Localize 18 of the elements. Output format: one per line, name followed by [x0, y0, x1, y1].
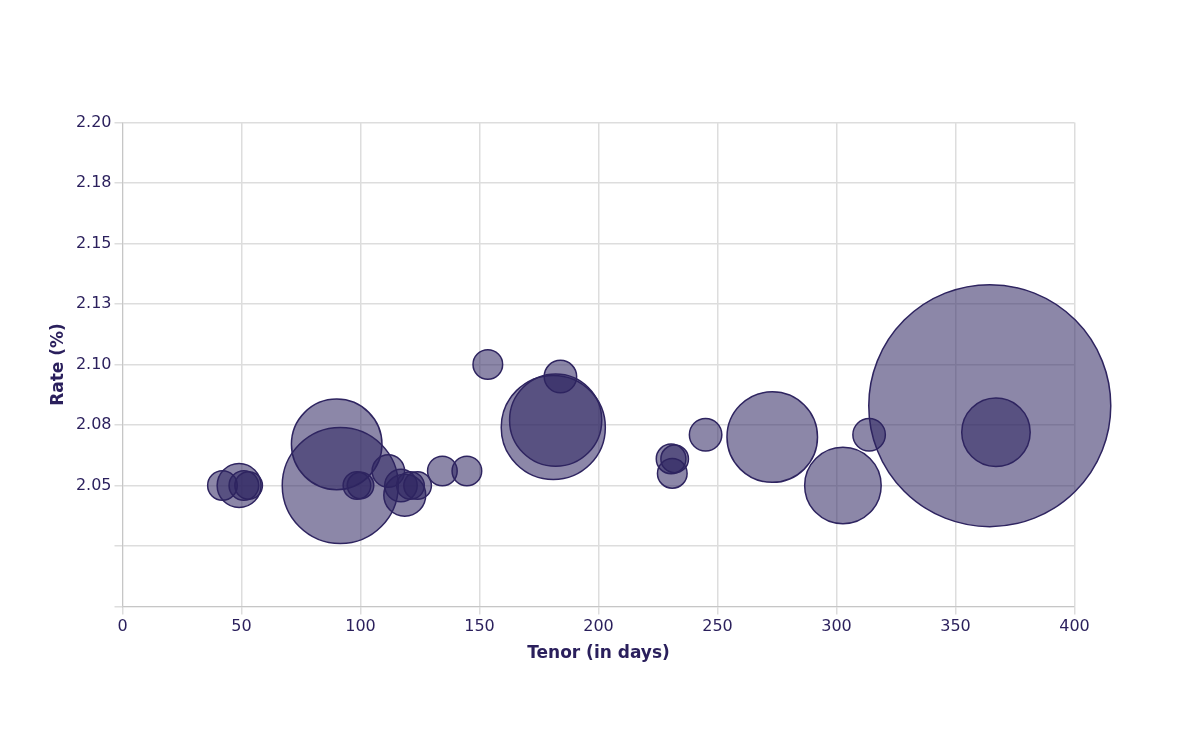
x-tick-label: 200 [583, 616, 614, 636]
x-tick-label: 400 [1059, 616, 1090, 636]
x-tick-label: 300 [821, 616, 852, 636]
x-tick-label: 100 [345, 616, 376, 636]
x-tick-label: 0 [117, 616, 128, 636]
y-tick-label: 2.15 [75, 232, 112, 252]
y-tick-label: 2.18 [75, 172, 112, 192]
y-tick-label: 2.05 [75, 474, 112, 494]
y-tick-label: 2.13 [75, 293, 112, 313]
y-tick-label: 2.20 [75, 111, 112, 131]
x-axis-title: Tenor (in days) [527, 642, 670, 663]
x-tick-label: 50 [231, 616, 252, 636]
y-tick-label: 2.08 [75, 414, 112, 434]
x-tick-label: 350 [940, 616, 971, 636]
x-tick-label: 150 [464, 616, 495, 636]
x-tick-label: 250 [702, 616, 733, 636]
y-tick-label: 2.10 [75, 353, 112, 373]
y-axis-title: Rate (%) [47, 323, 68, 406]
